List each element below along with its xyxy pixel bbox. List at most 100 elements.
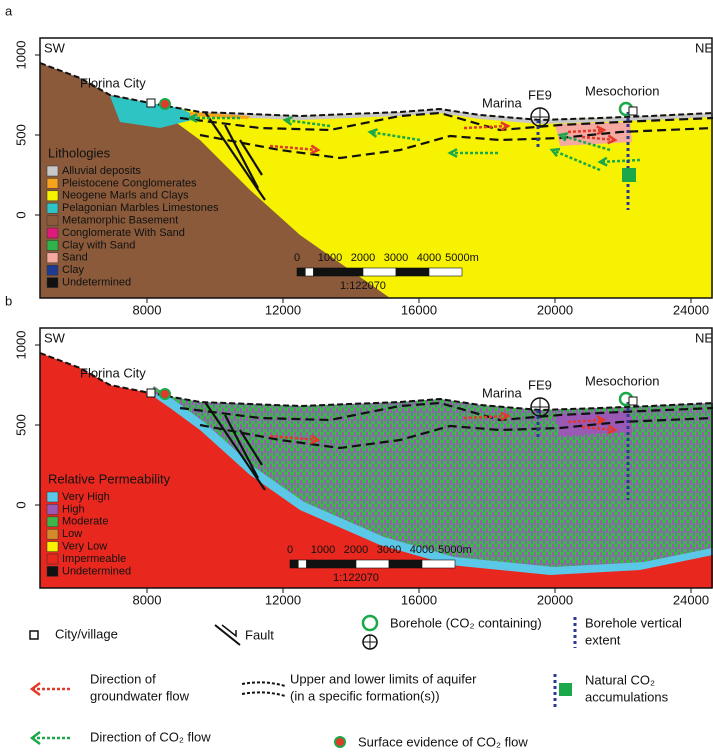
legend-title: Lithologies [48, 145, 111, 160]
city-marker [147, 389, 155, 397]
panel-label: a [5, 3, 13, 18]
scale-ratio: 1:122070 [340, 280, 386, 292]
place-label: Marina [482, 385, 523, 400]
legend-title: Relative Permeability [48, 471, 171, 486]
scale-segment [298, 560, 306, 568]
scale-segment [314, 268, 322, 276]
key-label: Upper and lower limits of aquifer [290, 671, 477, 686]
panel-label: b [5, 293, 12, 308]
scale-segment [322, 268, 363, 276]
legend-label: Low [62, 528, 82, 540]
y-tick-label: 1000 [13, 41, 28, 70]
legend-swatch [47, 216, 58, 226]
place-label: Florina City [80, 75, 146, 90]
x-tick-label: 24000 [673, 592, 709, 607]
legend-label: Conglomerate With Sand [62, 227, 185, 239]
place-label: Mesochorion [585, 83, 659, 98]
legend-swatch [47, 566, 58, 576]
legend-swatch [47, 203, 58, 213]
scale-segment [363, 268, 396, 276]
legend-swatch [47, 240, 58, 250]
village-marker [629, 397, 637, 405]
x-tick-label: 24000 [673, 302, 709, 317]
legend-swatch [47, 191, 58, 201]
x-tick-label: 12000 [265, 592, 301, 607]
legend-label: Pleistocene Conglomerates [62, 177, 197, 189]
scale-segment [315, 560, 356, 568]
scale-segment [356, 560, 389, 568]
legend-swatch [47, 278, 58, 288]
co2-accumulation [622, 168, 636, 182]
scale-label: 1000 [311, 544, 335, 556]
corner-label: NE [695, 330, 713, 345]
place-label: FE9 [528, 87, 552, 102]
x-tick-label: 12000 [265, 302, 301, 317]
x-tick-label: 16000 [401, 592, 437, 607]
scale-segment [389, 560, 422, 568]
legend-label: Undetermined [62, 565, 131, 577]
key-label: Surface evidence of CO₂ flow [358, 734, 528, 749]
place-label: Florina City [80, 365, 146, 380]
scale-segment [307, 560, 315, 568]
y-tick-label: 500 [13, 414, 28, 436]
legend-label: Alluvial deposits [62, 165, 141, 177]
legend-swatch [47, 504, 58, 514]
place-label: Marina [482, 95, 523, 110]
scale-label: 1000 [318, 252, 342, 264]
corner-label: SW [44, 40, 66, 55]
legend-swatch [47, 542, 58, 552]
co2-surface-evidence [160, 389, 170, 399]
key-label: Borehole (CO₂ containing) [390, 615, 542, 630]
key-label: extent [585, 632, 621, 647]
legend-swatch [47, 265, 58, 275]
corner-label: SW [44, 330, 66, 345]
x-tick-label: 16000 [401, 302, 437, 317]
legend-label: Neogene Marls and Clays [62, 190, 189, 202]
scale-label: 5000m [445, 252, 479, 264]
place-label: FE9 [528, 377, 552, 392]
legend-label: Very Low [62, 541, 107, 553]
key-label: Natural CO₂ [585, 672, 655, 687]
legend-label: Metamorphic Basement [62, 215, 178, 227]
y-tick-label: 0 [13, 501, 28, 508]
legend-label: High [62, 503, 85, 515]
y-tick-label: 0 [13, 211, 28, 218]
city-marker [147, 99, 155, 107]
key-label: accumulations [585, 689, 669, 704]
scale-label: 4000 [417, 252, 441, 264]
scale-label: 3000 [377, 544, 401, 556]
scale-segment [396, 268, 429, 276]
legend-label: Pelagonian Marbles Limestones [62, 202, 219, 214]
place-label: Mesochorion [585, 373, 659, 388]
y-tick-label: 500 [13, 124, 28, 146]
scale-label: 5000m [438, 544, 472, 556]
legend-swatch [47, 228, 58, 238]
legend-label: Clay [62, 264, 85, 276]
scale-segment [422, 560, 455, 568]
co2-surface-evidence [160, 99, 170, 109]
legend-swatch [47, 253, 58, 263]
scale-label: 3000 [384, 252, 408, 264]
key-label: (in a specific formation(s)) [290, 688, 440, 703]
legend-swatch [47, 554, 58, 564]
legend-swatch [47, 492, 58, 502]
key-label: Direction of CO₂ flow [90, 729, 211, 744]
x-tick-label: 8000 [133, 592, 162, 607]
legend-label: Sand [62, 252, 88, 264]
x-tick-label: 20000 [537, 302, 573, 317]
scale-label: 0 [287, 544, 293, 556]
scale-label: 2000 [351, 252, 375, 264]
scale-segment [297, 268, 305, 276]
legend-swatch [47, 178, 58, 188]
key-label: Fault [245, 627, 274, 642]
key-label: Direction of [90, 671, 156, 686]
x-tick-label: 20000 [537, 592, 573, 607]
legend-label: Impermeable [62, 553, 126, 565]
legend-label: Clay with Sand [62, 239, 135, 251]
legend-label: Moderate [62, 516, 108, 528]
scale-label: 0 [294, 252, 300, 264]
y-tick-label: 1000 [13, 331, 28, 360]
scale-segment [429, 268, 462, 276]
key-label: groundwater flow [90, 688, 190, 703]
key-label: City/village [55, 626, 118, 641]
